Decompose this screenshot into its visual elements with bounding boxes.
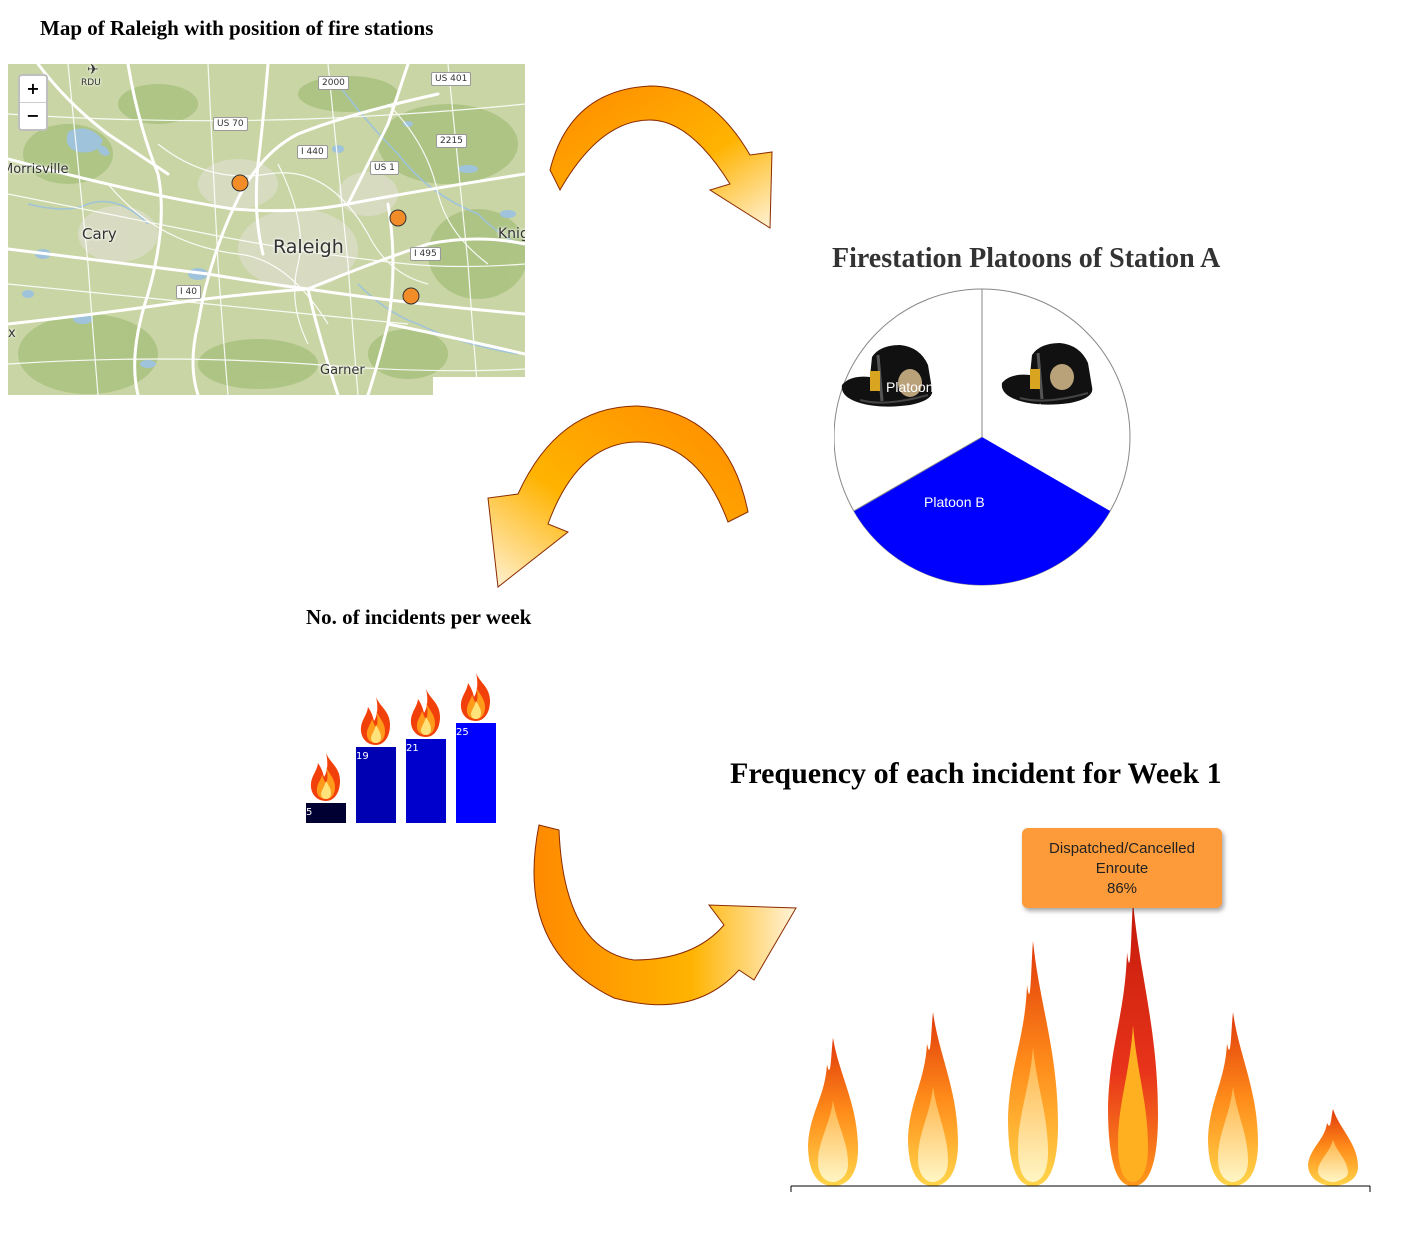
flame-icon: [310, 753, 340, 801]
map-label-cary: Cary: [82, 225, 117, 243]
flow-arrow-2: [487, 405, 749, 588]
flame-inner: [1218, 1086, 1248, 1182]
flame-icon: [460, 673, 490, 721]
flame-inner: [1118, 1025, 1148, 1182]
tooltip-line-1: Dispatched/Cancelled: [1049, 840, 1195, 857]
flame-inner: [918, 1086, 948, 1182]
zoom-control: + −: [18, 74, 48, 131]
map-label-edge: x: [8, 326, 16, 341]
helmet-icon: [841, 345, 933, 407]
road-shield-i495: I 495: [410, 247, 441, 261]
map-label-morrisville: Morrisville: [8, 162, 69, 177]
map-tiles: [8, 64, 525, 395]
bar-value-label: 21: [406, 743, 419, 754]
road-shield-2215: 2215: [436, 134, 467, 148]
pie-chart-title: Firestation Platoons of Station A: [832, 243, 1221, 274]
bar-chart-title: No. of incidents per week: [306, 605, 532, 629]
incident-bar[interactable]: [456, 723, 496, 823]
map-title: Map of Raleigh with position of fire sta…: [40, 16, 434, 40]
map-label-rdu: RDU: [81, 78, 101, 88]
raleigh-map[interactable]: Morrisville Cary Raleigh Knig Garner x R…: [8, 64, 525, 395]
flame-inner: [818, 1100, 848, 1182]
zoom-out-button[interactable]: −: [20, 102, 46, 129]
incident-bar[interactable]: [356, 747, 396, 823]
frequency-tooltip: Dispatched/Cancelled Enroute 86%: [1022, 828, 1222, 908]
tooltip-line-2: Enroute: [1095, 860, 1149, 877]
road-shield-us1: US 1: [370, 161, 399, 175]
road-shield-2000: 2000: [318, 76, 349, 90]
fire-station-marker[interactable]: [402, 287, 420, 305]
incident-bar[interactable]: [306, 803, 346, 823]
airport-icon: ✈: [87, 64, 99, 78]
map-label-knightdale: Knig: [498, 226, 525, 242]
helmet-icon: [1001, 343, 1093, 405]
fire-station-marker[interactable]: [389, 209, 407, 227]
fire-station-marker[interactable]: [231, 174, 249, 192]
bar-value-label: 5: [306, 807, 313, 818]
bar-value-label: 19: [356, 751, 369, 762]
tooltip-value: 86%: [1106, 880, 1138, 897]
flame-inner: [1318, 1139, 1348, 1182]
flame-inner: [1018, 1047, 1048, 1182]
flow-arrow-1: [549, 85, 773, 229]
road-shield-i40: I 40: [176, 285, 201, 299]
bar-value-label: 25: [456, 727, 469, 738]
road-shield-i440: I 440: [297, 145, 328, 159]
station-markers: [231, 174, 420, 305]
map-label-garner: Garner: [320, 363, 365, 378]
flame-icon: [360, 697, 390, 745]
road-shield-us401: US 401: [431, 72, 472, 86]
map-label-raleigh: Raleigh: [273, 236, 344, 258]
frequency-chart-title: Frequency of each incident for Week 1: [730, 757, 1222, 790]
pie-label-platoon-c: Platoon C: [886, 379, 947, 395]
zoom-in-button[interactable]: +: [26, 79, 40, 98]
incident-bar[interactable]: [406, 739, 446, 823]
road-shield-us70: US 70: [213, 117, 248, 131]
pie-label-platoon-b: Platoon B: [924, 494, 985, 510]
frequency-flame-chart: [790, 901, 1371, 1192]
flow-arrow-3: [533, 824, 797, 1006]
platoon-pie-chart: Platoon C Platoon A Platoon B: [832, 285, 1131, 590]
pie-label-platoon-a: Platoon A: [1018, 400, 1079, 416]
flame-icon: [410, 689, 440, 737]
